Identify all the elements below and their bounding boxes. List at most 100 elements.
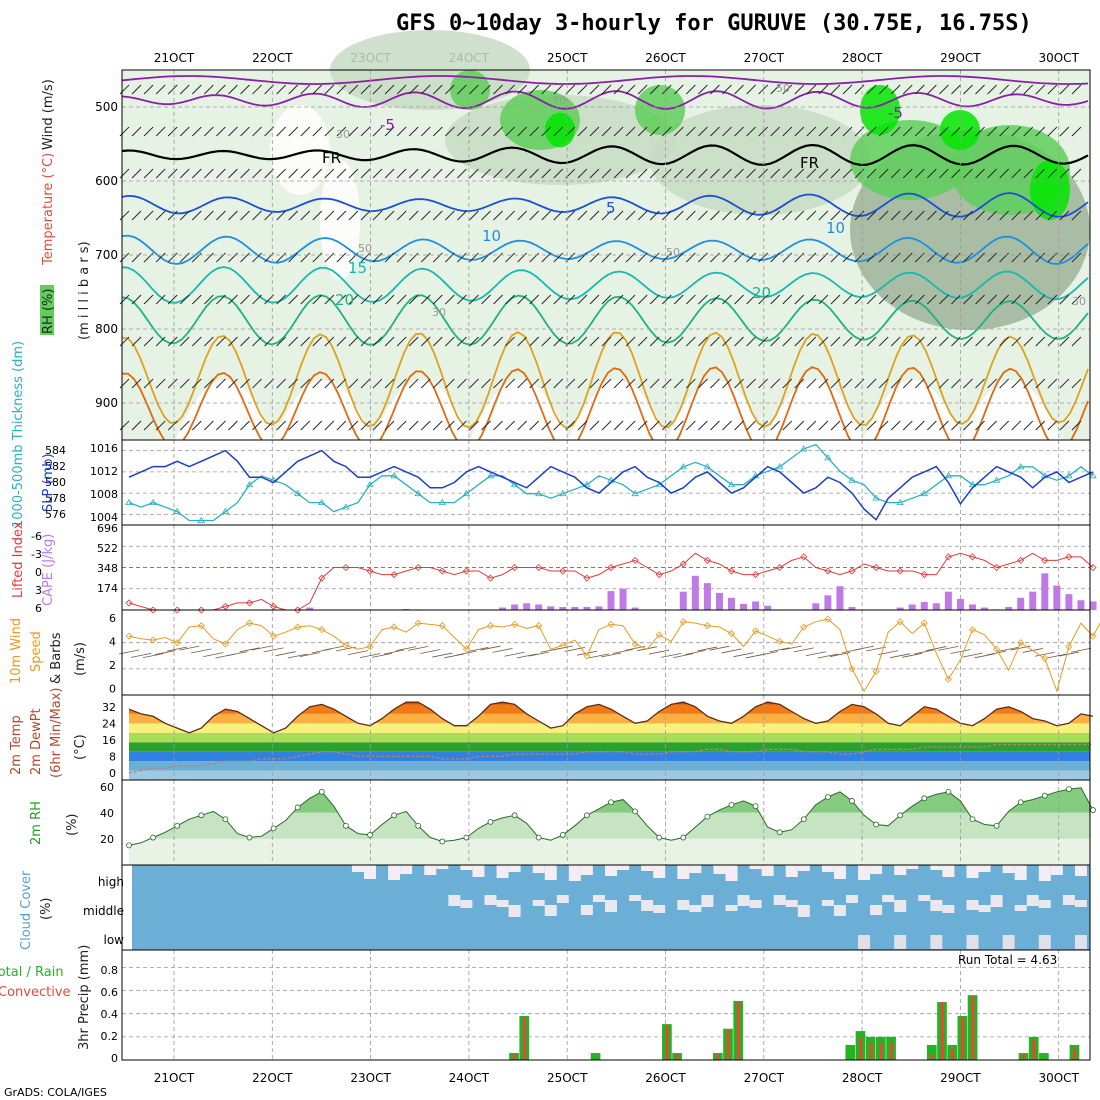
precip-conv-bar (1073, 1048, 1077, 1060)
precip-conv-bar (930, 1054, 934, 1060)
cloud-mid-cell (496, 900, 509, 907)
rh-region (650, 105, 870, 215)
precip-ylabel-c: 3hr Precip (mm) (77, 945, 92, 1050)
wind-barb (963, 210, 973, 221)
temp-tick-label: 24 (102, 718, 116, 731)
thickness-point (318, 498, 326, 506)
rh-point (246, 834, 253, 841)
wind-barb (420, 294, 431, 305)
thickness-point (438, 498, 447, 506)
thickness-point (848, 476, 856, 483)
wind-barb (975, 210, 985, 221)
wind-barb (1011, 168, 1022, 179)
thickness-point (197, 516, 206, 523)
wind-barb (710, 210, 720, 221)
wind-barb (794, 252, 805, 263)
wind-barb (1059, 378, 1070, 389)
wind-barb (673, 336, 684, 347)
wind-barb (131, 168, 142, 179)
li-point (1041, 556, 1049, 564)
cloud-mid-cell (978, 905, 991, 912)
isotherm-30 (121, 366, 1089, 455)
rh-band (122, 780, 1090, 787)
wind-barb (408, 126, 419, 137)
wind-barb (493, 84, 503, 95)
wind-barb (553, 126, 564, 137)
wind-barb (517, 84, 527, 95)
contour-label: 20 (752, 284, 771, 302)
cloud-high-cell (568, 865, 581, 881)
chart-title: GFS 0~10day 3-hourly for GURUVE (30.75E,… (396, 11, 1032, 36)
temp-tick-label: 8 (109, 751, 116, 764)
cloud-low-cell (894, 935, 907, 949)
wind-barb (577, 336, 588, 347)
thickness-point (125, 498, 133, 506)
temp2m-ylabel-unit: (°C) (73, 734, 88, 760)
wind-speed-point (1041, 654, 1049, 662)
wind-barb (143, 378, 154, 389)
rh-point (776, 829, 783, 836)
rh-point (174, 822, 181, 829)
rh-point (1017, 799, 1024, 806)
wind-barb (1023, 294, 1034, 305)
wind-barb (975, 84, 985, 95)
wind-barb (890, 420, 901, 431)
cape-bar (956, 599, 964, 610)
wind-barb (794, 126, 805, 137)
wind-barb (722, 84, 732, 95)
wind-barb (951, 126, 961, 137)
wind-barb (493, 168, 503, 179)
thickness-point (896, 498, 904, 506)
wind-barb (131, 294, 142, 305)
contour-label: 10 (482, 227, 501, 245)
wind-barb (758, 210, 768, 221)
wind-barb (288, 252, 299, 263)
wind-barb (673, 126, 684, 137)
slp-tick-label: 1012 (90, 465, 118, 478)
li-point (294, 606, 302, 614)
contour-label: 50 (666, 246, 680, 259)
wind-barb (155, 420, 166, 431)
contour-label: -5 (380, 116, 395, 134)
wind-barb (842, 126, 853, 137)
wind-barb (457, 294, 467, 305)
wind-barb (577, 378, 588, 389)
wind-barb (228, 420, 238, 431)
cape-bar (812, 603, 820, 610)
wind-barb (818, 420, 829, 431)
wind-barb (866, 84, 877, 95)
li-point (631, 556, 639, 564)
wind-barb (577, 210, 588, 221)
wind-barb (204, 420, 214, 431)
cloud-mid-cell (942, 905, 955, 913)
wind-barb (481, 420, 491, 431)
rh-point (680, 834, 687, 841)
cape-bar (306, 607, 314, 610)
wind-barb (999, 252, 1009, 263)
panel-7-cloud: high middle low (83, 864, 1091, 951)
wind-barb (288, 126, 299, 137)
wind-barb (143, 252, 154, 263)
wind-barb (300, 168, 311, 179)
wind-barb (131, 420, 142, 431)
cloud-mid-cell (1062, 895, 1075, 905)
cloud-high-cell (424, 865, 437, 875)
thickness-point (631, 489, 639, 497)
temp-ylabel: Temperature (°C) (41, 153, 56, 266)
wind-barb (420, 168, 431, 179)
cape-bar (1089, 601, 1097, 610)
wind-barb (951, 252, 961, 263)
cloud-high-cell (1014, 865, 1027, 880)
wind-barb (637, 168, 648, 179)
cloud-high-cell (1074, 865, 1087, 876)
wind-speed-point (173, 639, 181, 647)
precip-conv-bar (726, 1029, 730, 1060)
wind-barb (686, 210, 696, 221)
wind-barb (686, 336, 696, 347)
wind-barb (649, 168, 660, 179)
wind-barb (481, 84, 491, 95)
wind-barb (854, 420, 865, 431)
wind-speed-point (535, 622, 543, 630)
wind-barb (179, 84, 190, 95)
wind-barb (794, 378, 805, 389)
